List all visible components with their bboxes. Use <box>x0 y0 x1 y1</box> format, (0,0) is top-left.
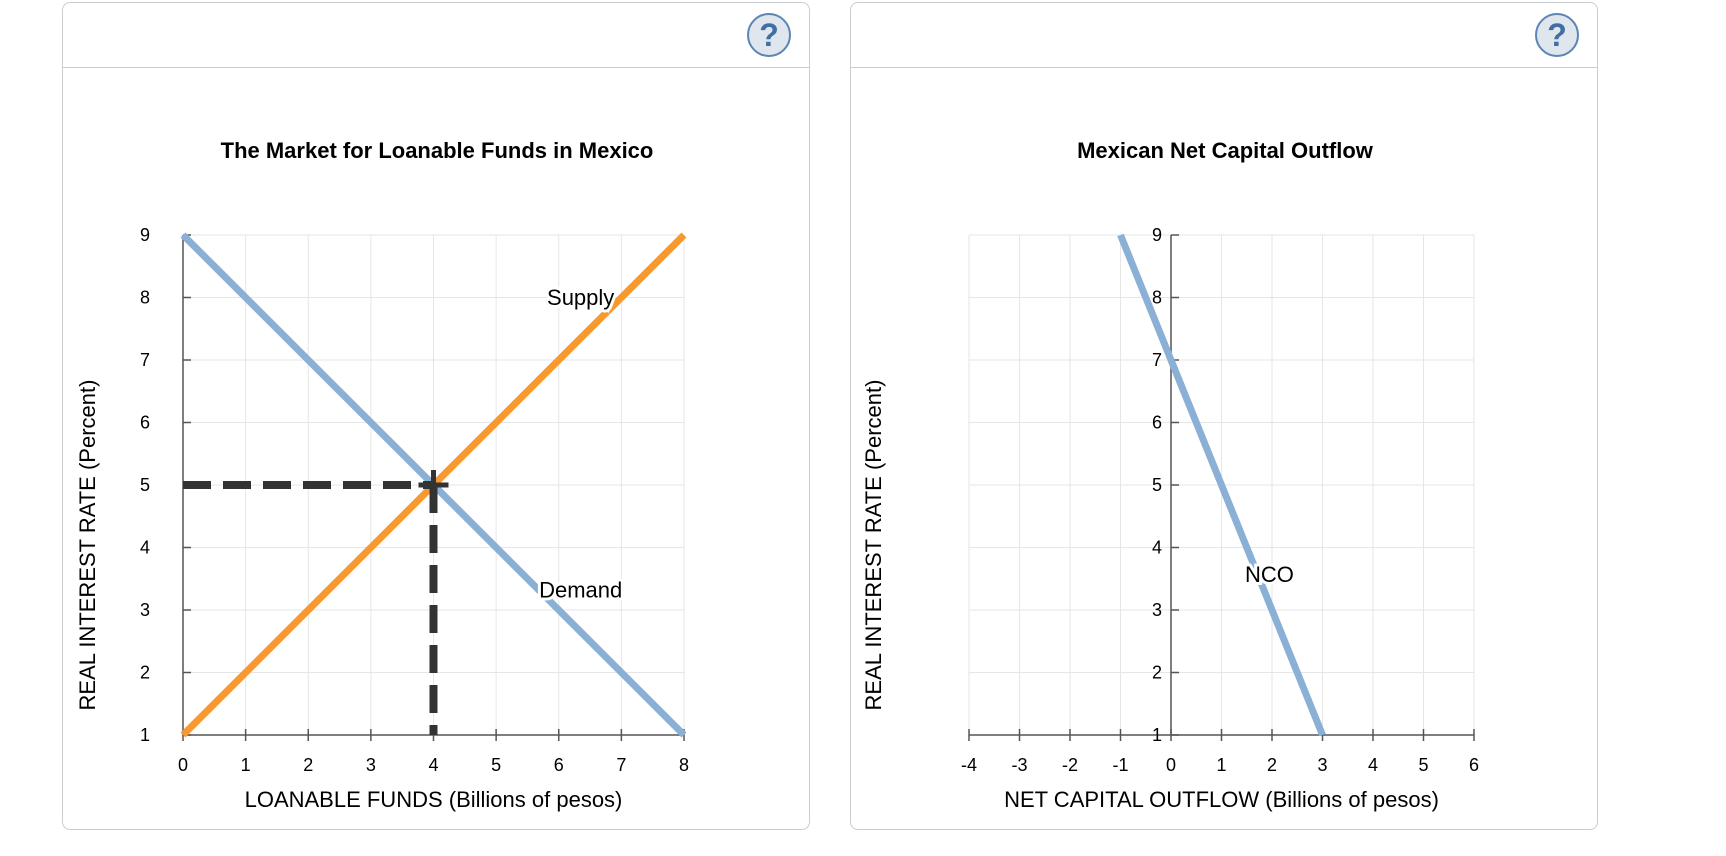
y-tick-label: 4 <box>1152 538 1162 558</box>
net-capital-outflow-panel: ? Mexican Net Capital Outflow -4 -3 -2 -1 0 1 2… <box>850 2 1598 830</box>
y-tick-label: 9 <box>140 225 150 245</box>
x-axis-label: LOANABLE FUNDS (Billions of pesos) <box>245 787 623 812</box>
x-tick-label: 5 <box>1418 755 1428 775</box>
x-tick-label: 7 <box>616 755 626 775</box>
chart-title: Mexican Net Capital Outflow <box>1077 138 1374 163</box>
y-axis-label: REAL INTEREST RATE (Percent) <box>75 380 100 711</box>
x-tick-label: -3 <box>1011 755 1027 775</box>
y-tick-label: 6 <box>1152 413 1162 433</box>
x-tick-label: 1 <box>241 755 251 775</box>
y-tick-label: 7 <box>140 350 150 370</box>
y-tick-label: 1 <box>140 725 150 745</box>
loanable-funds-panel: ? The Market for Loanable Funds in Mexic… <box>62 2 810 830</box>
x-tick-label: -4 <box>961 755 977 775</box>
x-tick-label: 3 <box>1317 755 1327 775</box>
x-tick-label: 2 <box>303 755 313 775</box>
series-label-supply: Supply <box>547 285 614 310</box>
y-tick-label: 7 <box>1152 350 1162 370</box>
x-tick-label: 5 <box>491 755 501 775</box>
x-tick-label: 8 <box>679 755 689 775</box>
y-tick-label: 2 <box>1152 663 1162 683</box>
y-tick-label: 6 <box>140 413 150 433</box>
y-axis-label: REAL INTEREST RATE (Percent) <box>861 380 886 711</box>
x-tick-label: 3 <box>366 755 376 775</box>
y-tick-label: 4 <box>140 538 150 558</box>
series-label-demand: Demand <box>539 578 622 603</box>
series-label-nco: NCO <box>1245 562 1294 587</box>
x-tick-label: 1 <box>1216 755 1226 775</box>
x-tick-label: 0 <box>1166 755 1176 775</box>
help-button[interactable]: ? <box>747 13 791 57</box>
y-tick-label: 8 <box>140 288 150 308</box>
panel-header: ? <box>63 3 809 68</box>
x-tick-label: 4 <box>428 755 438 775</box>
y-tick-label: 9 <box>1152 225 1162 245</box>
x-tick-label: 6 <box>554 755 564 775</box>
y-tick-label: 1 <box>1152 725 1162 745</box>
x-axis-label: NET CAPITAL OUTFLOW (Billions of pesos) <box>1004 787 1439 812</box>
y-tick-label: 3 <box>1152 600 1162 620</box>
x-tick-label: -2 <box>1062 755 1078 775</box>
y-tick-label: 5 <box>140 475 150 495</box>
chart-title: The Market for Loanable Funds in Mexico <box>221 138 654 163</box>
help-button[interactable]: ? <box>1535 13 1579 57</box>
panel-header: ? <box>851 3 1597 68</box>
x-tick-label: 2 <box>1267 755 1277 775</box>
x-tick-label: 4 <box>1368 755 1378 775</box>
loanable-funds-chart[interactable]: The Market for Loanable Funds in Mexico 0… <box>63 3 811 831</box>
x-tick-label: 0 <box>178 755 188 775</box>
net-capital-outflow-chart[interactable]: Mexican Net Capital Outflow-4 -3 -2 -1 0 1 2 3 4… <box>851 3 1599 831</box>
x-tick-label: -1 <box>1112 755 1128 775</box>
x-tick-label: 6 <box>1469 755 1479 775</box>
y-tick-label: 8 <box>1152 288 1162 308</box>
y-tick-label: 5 <box>1152 475 1162 495</box>
y-tick-label: 2 <box>140 663 150 683</box>
series-line-nco <box>1117 233 1326 737</box>
y-tick-label: 3 <box>140 600 150 620</box>
